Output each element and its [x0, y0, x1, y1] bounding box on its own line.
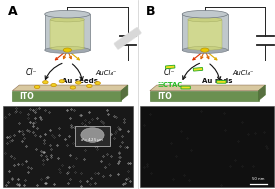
Ellipse shape [50, 17, 84, 22]
Polygon shape [258, 85, 265, 101]
Text: Au rods: Au rods [202, 78, 232, 84]
Ellipse shape [182, 47, 228, 53]
FancyBboxPatch shape [193, 67, 203, 71]
Text: B: B [146, 5, 155, 18]
FancyBboxPatch shape [217, 80, 226, 83]
Ellipse shape [45, 10, 90, 18]
Bar [182, 14, 228, 50]
Text: AuCl₄⁻: AuCl₄⁻ [233, 70, 254, 76]
Text: ☱CTAC: ☱CTAC [158, 82, 183, 88]
FancyBboxPatch shape [114, 27, 141, 49]
Ellipse shape [87, 84, 92, 88]
FancyBboxPatch shape [181, 86, 190, 89]
Text: AuCl₄⁻: AuCl₄⁻ [95, 70, 117, 76]
Bar [50, 20, 84, 48]
Ellipse shape [182, 10, 228, 18]
Ellipse shape [50, 46, 84, 50]
Ellipse shape [201, 48, 209, 52]
Ellipse shape [76, 81, 81, 84]
Text: ITO: ITO [157, 91, 172, 101]
Ellipse shape [63, 48, 72, 52]
Ellipse shape [51, 84, 56, 87]
Ellipse shape [45, 47, 90, 53]
Text: $d=4.25\,\mu$m: $d=4.25\,\mu$m [80, 136, 104, 144]
FancyBboxPatch shape [166, 65, 175, 69]
Polygon shape [12, 85, 128, 91]
Ellipse shape [59, 80, 65, 83]
Text: A: A [8, 5, 18, 18]
Ellipse shape [188, 17, 222, 22]
Ellipse shape [81, 128, 104, 142]
Ellipse shape [95, 82, 100, 85]
FancyBboxPatch shape [204, 47, 213, 51]
Polygon shape [121, 85, 128, 101]
Text: ITO: ITO [19, 91, 34, 101]
Ellipse shape [70, 86, 76, 89]
Bar [3, 106, 133, 187]
Bar [140, 106, 274, 187]
Polygon shape [150, 91, 258, 101]
Text: 50 nm: 50 nm [252, 177, 265, 181]
Text: Au seeds: Au seeds [62, 78, 98, 84]
Ellipse shape [188, 46, 222, 50]
Ellipse shape [34, 85, 40, 88]
Text: Cl⁻: Cl⁻ [163, 68, 175, 77]
Bar [45, 14, 90, 50]
Text: Cl⁻: Cl⁻ [26, 68, 37, 77]
Polygon shape [12, 91, 121, 101]
Ellipse shape [43, 81, 48, 84]
Bar [188, 20, 222, 48]
Polygon shape [150, 85, 265, 91]
Bar [75, 126, 110, 146]
